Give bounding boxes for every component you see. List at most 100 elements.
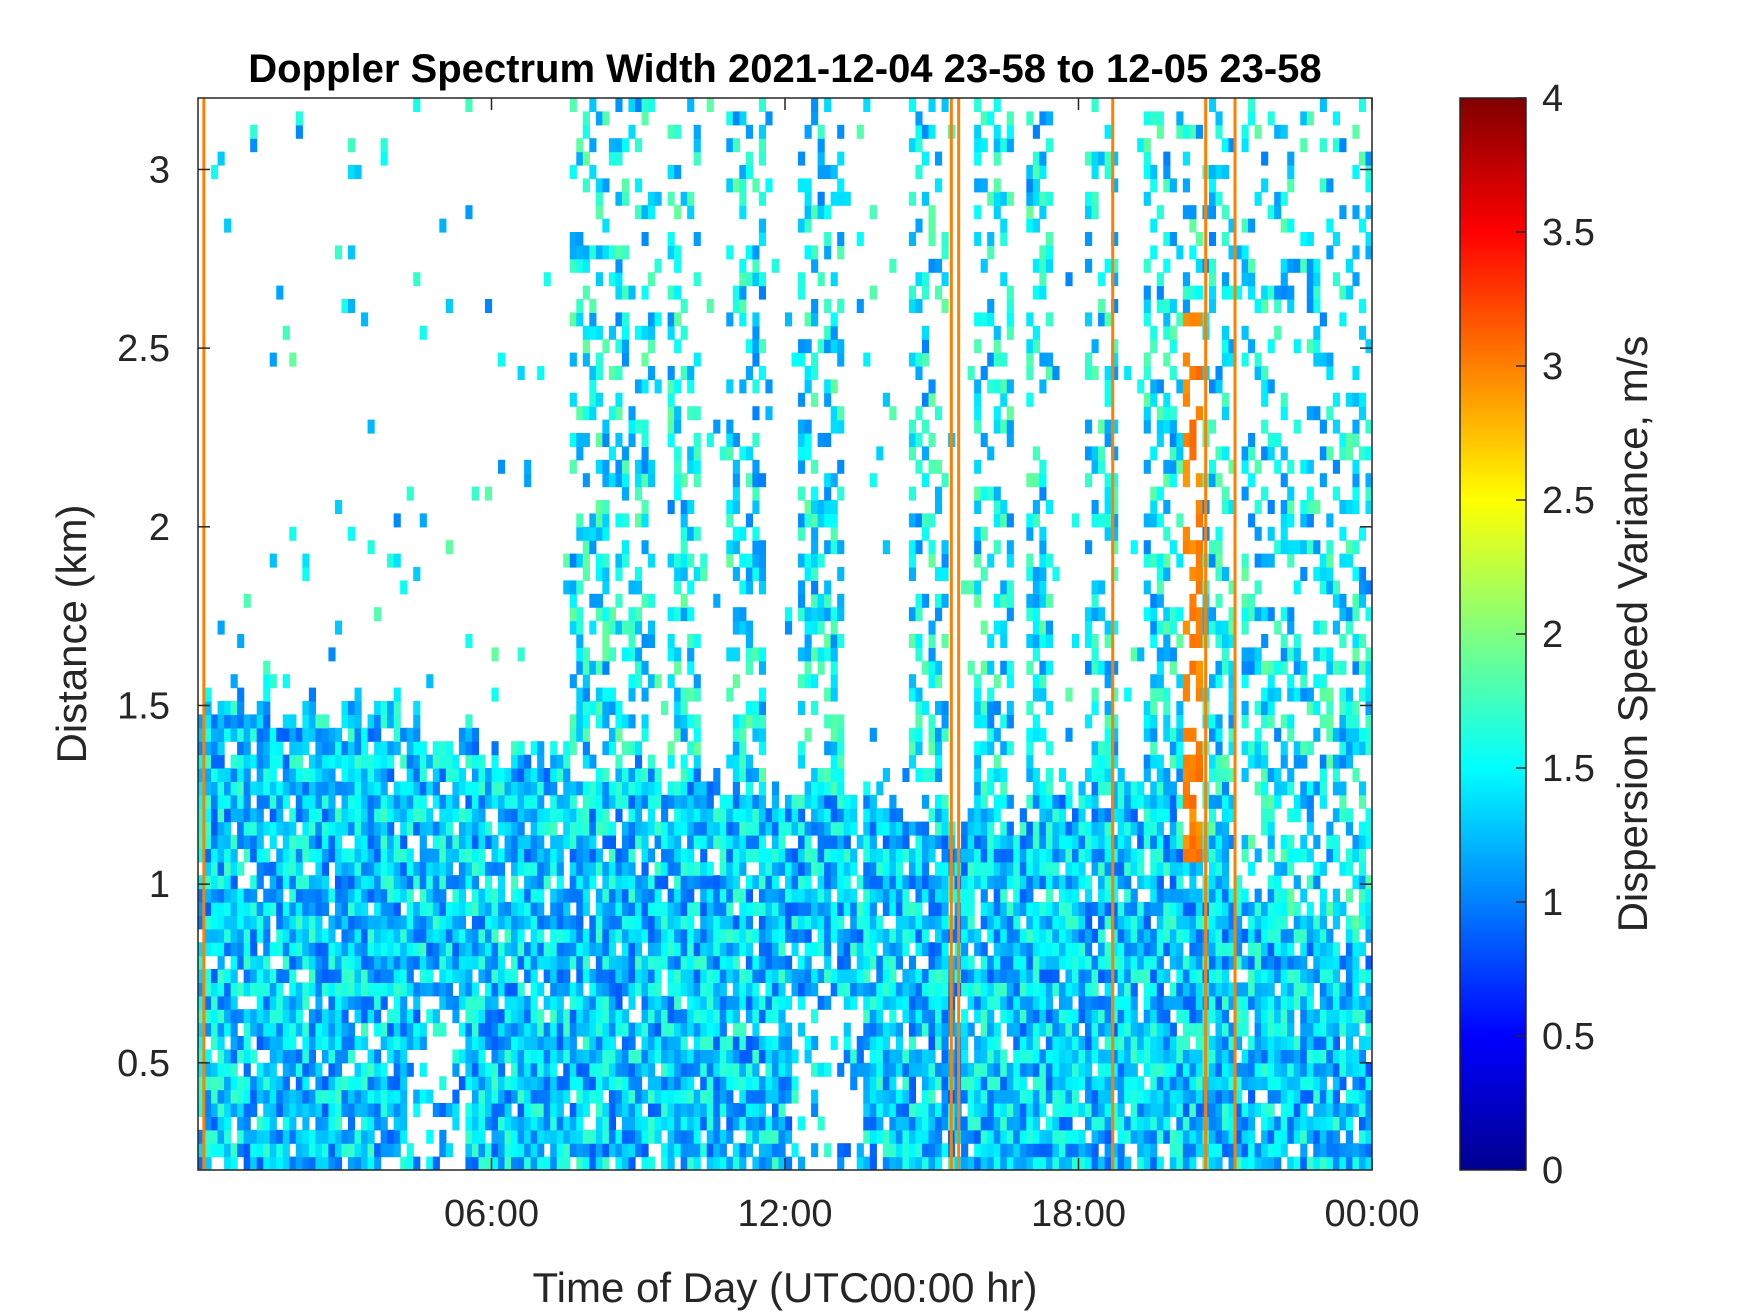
heatmap-cell [706,433,714,447]
heatmap-cell [380,1062,388,1077]
heatmap-cell [1078,1129,1086,1144]
heatmap-cell [445,794,453,809]
heatmap-cell [745,1143,753,1158]
heatmap-cell [817,660,825,675]
heatmap-cell [713,928,721,943]
heatmap-cell [967,928,975,943]
heatmap-cell [634,942,643,957]
heatmap-cell [713,995,721,1010]
heatmap-cell [341,1022,349,1037]
heatmap-cell [1085,928,1093,943]
heatmap-cell [413,714,421,729]
heatmap-cell [263,1129,271,1144]
heatmap-cell [393,701,401,715]
heatmap-cell [974,808,982,823]
heatmap-cell [269,1036,277,1050]
heatmap-cell [869,1143,877,1158]
heatmap-cell [465,98,473,112]
heatmap-cell [700,915,708,930]
heatmap-cell [230,928,238,943]
heatmap-cell [980,861,988,876]
heatmap-cell [413,741,421,756]
heatmap-cell [276,754,284,769]
heatmap-cell [295,1076,303,1091]
heatmap-cell [1045,111,1054,126]
heatmap-cell [432,821,440,836]
heatmap-cell [739,312,747,327]
heatmap-cell [608,701,617,715]
heatmap-cell [361,1022,369,1037]
heatmap-cell [308,928,316,943]
heatmap-cell [1098,513,1106,528]
heatmap-cell [530,1009,538,1024]
heatmap-cell [661,1062,669,1077]
heatmap-cell [824,875,832,890]
heatmap-cell [1104,861,1112,876]
heatmap-cell [1117,1156,1125,1170]
heatmap-cell [817,835,825,849]
heatmap-cell [484,1103,493,1117]
heatmap-cell [504,1156,512,1170]
heatmap-cell [758,835,767,849]
heatmap-cell [726,969,734,983]
heatmap-cell [511,835,519,849]
heatmap-cell [615,1049,623,1064]
heatmap-cell [758,741,767,756]
heatmap-cell [406,1143,414,1158]
heatmap-cell [341,1129,349,1144]
heatmap-cell [895,942,903,957]
heatmap-cell [1000,580,1008,595]
heatmap-cell [308,902,316,916]
heatmap-cell [295,1049,303,1064]
heatmap-cell [824,969,832,983]
heatmap-cell [608,138,617,153]
heatmap-cell [824,848,832,863]
heatmap-cell [380,1076,388,1091]
heatmap-cell [706,861,714,876]
heatmap-cell [256,821,264,836]
heatmap-cell [361,312,369,327]
heatmap-cell [256,835,264,849]
heatmap-cell [484,1036,493,1050]
heatmap-cell [1032,714,1040,729]
heatmap-cell [367,835,375,849]
heatmap-cell [765,861,773,876]
heatmap-cell [869,1022,877,1037]
heatmap-cell [393,942,401,957]
heatmap-cell [726,1062,734,1077]
heatmap-cell [361,1036,369,1050]
heatmap-cell [211,835,219,849]
heatmap-cell [537,1062,545,1077]
heatmap-cell [406,982,414,997]
heatmap-cell [406,848,414,863]
heatmap-cell [419,325,427,340]
heatmap-cell [726,808,734,823]
heatmap-cell [1091,768,1099,782]
heatmap-cell [439,218,447,233]
heatmap-cell [798,794,806,809]
heatmap-cell [667,754,675,769]
heatmap-cell [348,928,356,943]
heatmap-cell [739,861,747,876]
heatmap-cell [237,1143,245,1158]
heatmap-cell [863,969,871,983]
heatmap-cell [804,955,812,970]
heatmap-cell [667,1116,675,1131]
heatmap-cell [1117,1009,1125,1024]
heatmap-cell [458,768,467,782]
heatmap-cell [308,1089,316,1104]
heatmap-cell [374,1116,382,1131]
heatmap-cell [824,942,832,957]
heatmap-cell [941,821,949,836]
heatmap-cell [328,768,336,782]
heatmap-cell [739,915,747,930]
heatmap-cell [648,1036,656,1050]
heatmap-cell [289,955,297,970]
heatmap-cell [732,727,740,742]
heatmap-cell [1091,165,1099,179]
heatmap-cell [928,1076,936,1091]
heatmap-cell [1052,794,1060,809]
heatmap-cell [491,1103,499,1117]
heatmap-cell [282,754,290,769]
heatmap-cell [641,98,649,112]
